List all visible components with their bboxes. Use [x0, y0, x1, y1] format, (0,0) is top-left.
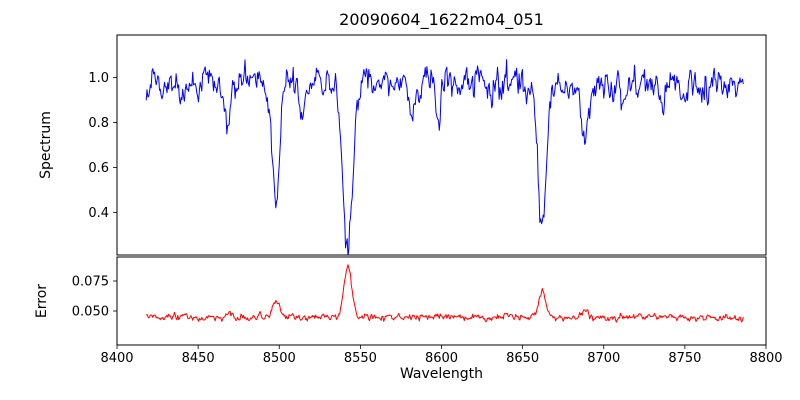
- x-tick-label: 8450: [182, 351, 215, 366]
- chart-title: 20090604_1622m04_051: [339, 10, 544, 29]
- spectrum-line: [145, 59, 744, 255]
- spectrum-y-tick-label: 0.4: [88, 206, 109, 221]
- x-tick-label: 8600: [425, 351, 458, 366]
- spectrum-y-tick-label: 0.6: [88, 161, 109, 176]
- x-tick-label: 8400: [100, 351, 133, 366]
- error-line: [145, 264, 744, 323]
- x-tick-label: 8800: [749, 351, 782, 366]
- x-tick-label: 8550: [344, 351, 377, 366]
- x-tick-label: 8750: [668, 351, 701, 366]
- spectrum-panel-frame: [116, 34, 767, 256]
- x-tick-label: 8700: [587, 351, 620, 366]
- error-y-tick-label: 0.075: [72, 275, 109, 290]
- x-tick-label: 8650: [506, 351, 539, 366]
- x-tick-label: 8500: [263, 351, 296, 366]
- error-y-tick-label: 0.050: [72, 305, 109, 320]
- spectrum-y-tick-label: 1.0: [88, 71, 109, 86]
- error-panel-frame: [116, 256, 767, 346]
- spectrum-y-tick-label: 0.8: [88, 116, 109, 131]
- x-axis-label: Wavelength: [399, 366, 484, 382]
